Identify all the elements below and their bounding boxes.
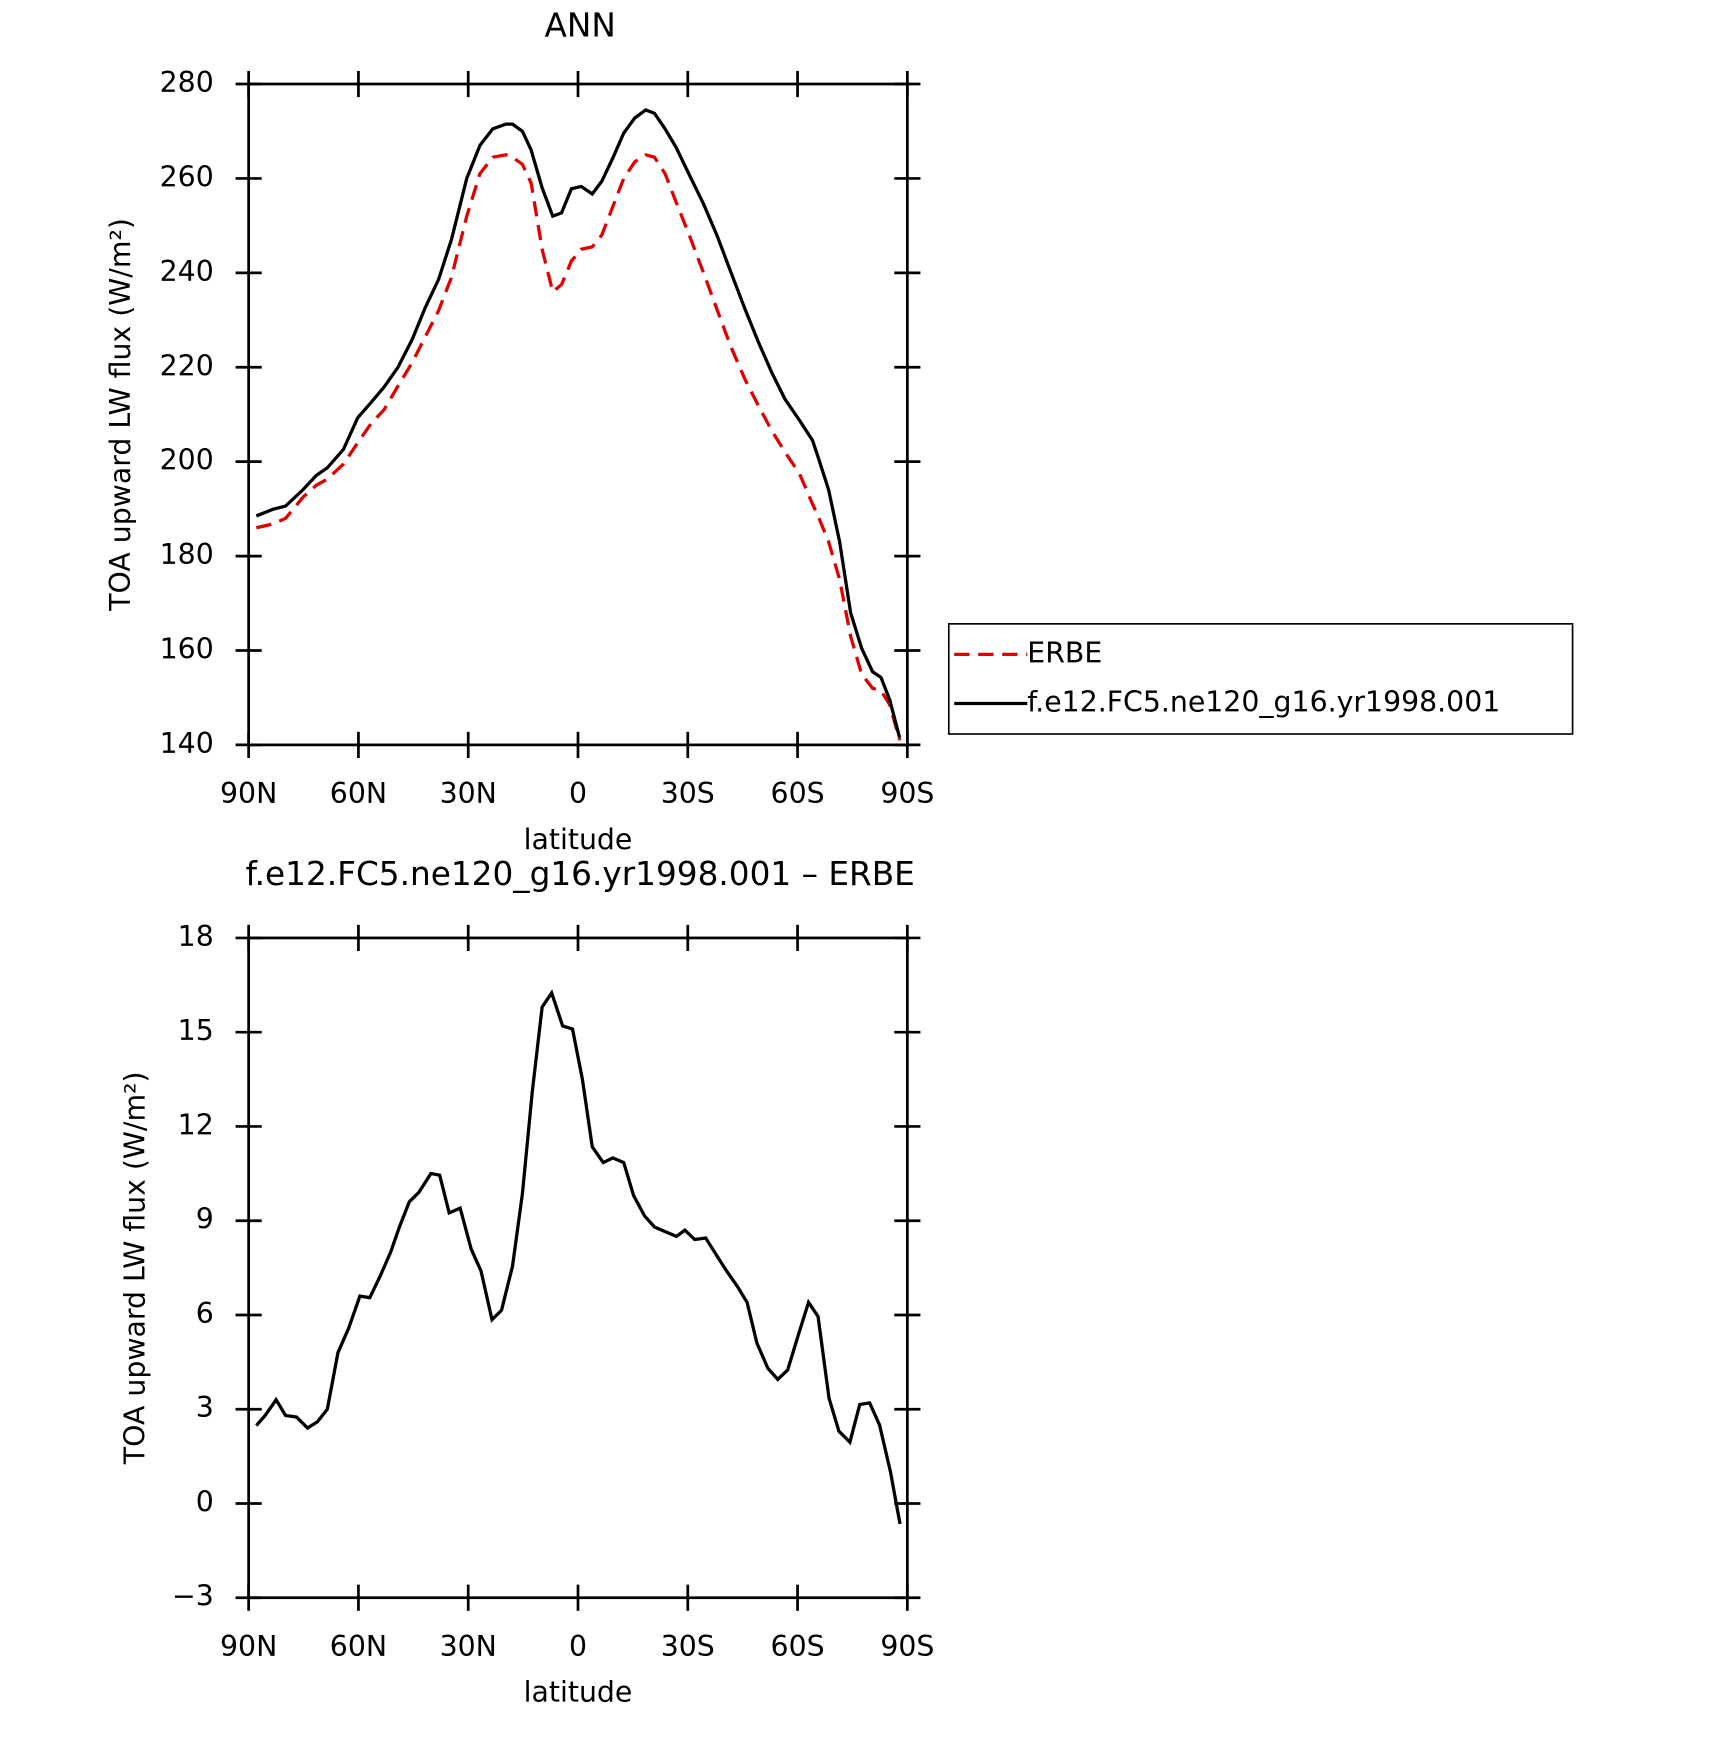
y-tick-label: −3 [172, 1580, 214, 1613]
y-tick-label: 18 [178, 920, 214, 953]
x-tick-label: 60N [330, 777, 387, 810]
legend-box [947, 623, 1574, 735]
y-tick-label: 15 [178, 1014, 214, 1047]
x-tick-label: 90N [220, 777, 277, 810]
y-tick-label: 12 [178, 1108, 214, 1141]
x-tick-label: 30N [440, 777, 497, 810]
x-tick-label: 0 [569, 1630, 587, 1663]
y-tick-label: 260 [160, 160, 214, 193]
y-axis-label: TOA upward LW flux (W/m²) [104, 218, 137, 612]
y-tick-label: 160 [160, 632, 214, 665]
y-axis-label: TOA upward LW flux (W/m²) [118, 1071, 151, 1465]
chart-title: f.e12.FC5.ne120_g16.yr1998.001 – ERBE [245, 855, 914, 893]
x-tick-label: 90S [880, 1630, 934, 1663]
plot-frame [247, 82, 909, 747]
y-tick-label: 3 [196, 1391, 214, 1424]
plot-frame [247, 936, 909, 1600]
series-line [255, 153, 902, 741]
legend-label: ERBE [1027, 636, 1102, 669]
x-tick-label: 90N [220, 1630, 277, 1663]
series-line [255, 989, 902, 1525]
x-tick-label: 90S [880, 777, 934, 810]
y-tick-label: 9 [196, 1203, 214, 1236]
legend-label: f.e12.FC5.ne120_g16.yr1998.001 [1027, 685, 1500, 718]
chart-title: ANN [545, 6, 616, 44]
x-tick-label: 60S [771, 1630, 825, 1663]
y-tick-label: 0 [196, 1485, 214, 1518]
x-tick-label: 30N [440, 1630, 497, 1663]
y-tick-label: 140 [160, 727, 214, 760]
y-tick-label: 220 [160, 349, 214, 382]
series-line [255, 108, 902, 739]
x-tick-label: 0 [569, 777, 587, 810]
y-tick-label: 180 [160, 538, 214, 571]
x-tick-label: 60S [771, 777, 825, 810]
y-tick-label: 240 [160, 255, 214, 288]
x-tick-label: 30S [661, 1630, 715, 1663]
y-tick-label: 280 [160, 66, 214, 99]
x-tick-label: 30S [661, 777, 715, 810]
x-axis-label: latitude [524, 823, 633, 856]
x-axis-label: latitude [524, 1676, 633, 1709]
y-tick-label: 6 [196, 1297, 214, 1330]
y-tick-label: 200 [160, 444, 214, 477]
x-tick-label: 60N [330, 1630, 387, 1663]
